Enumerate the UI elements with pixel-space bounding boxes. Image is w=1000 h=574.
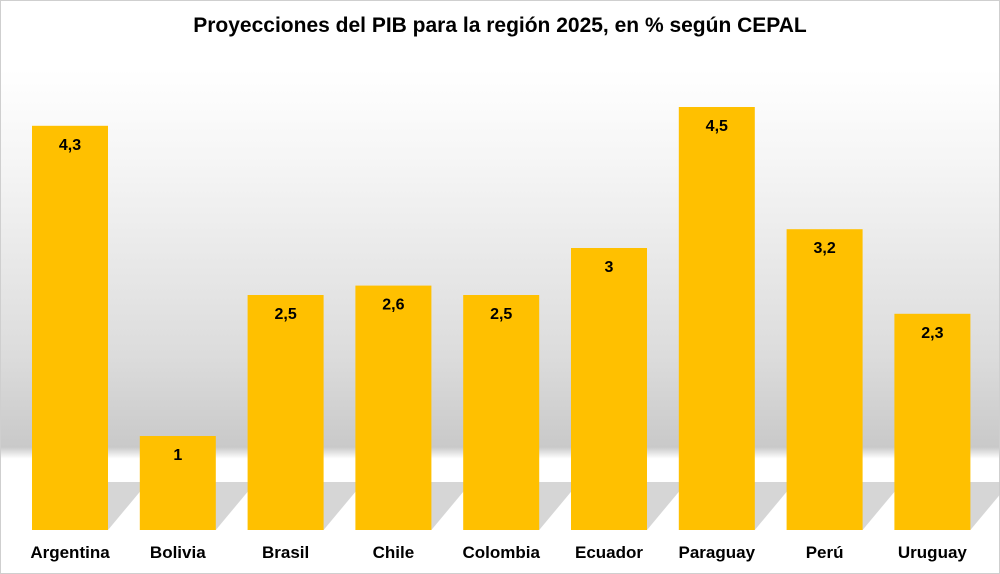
category-label-argentina: Argentina [30, 543, 110, 562]
bars [32, 107, 971, 531]
bar-brasil[interactable] [247, 295, 324, 530]
bar-ecuador[interactable] [571, 248, 647, 530]
data-label-argentina: 4,3 [59, 137, 81, 154]
data-labels: 4,3 1 2,5 2,6 2,5 3 4,5 3,2 2,3 [59, 118, 944, 464]
category-label-uruguay: Uruguay [898, 543, 968, 562]
bar-perú[interactable] [786, 229, 863, 530]
category-label-ecuador: Ecuador [575, 543, 643, 562]
category-label-bolivia: Bolivia [150, 543, 206, 562]
bar-chile[interactable] [355, 285, 432, 530]
category-label-colombia: Colombia [462, 543, 540, 562]
category-label-perú: Perú [806, 543, 844, 562]
data-label-colombia: 2,5 [490, 306, 512, 323]
category-label-brasil: Brasil [262, 543, 309, 562]
data-label-bolivia: 1 [173, 447, 182, 464]
data-label-paraguay: 4,5 [706, 118, 728, 135]
bar-bolivia[interactable] [139, 436, 216, 530]
data-label-perú: 3,2 [813, 240, 835, 257]
data-label-uruguay: 2,3 [921, 325, 943, 342]
bar-uruguay[interactable] [894, 313, 971, 530]
category-labels: Argentina Bolivia Brasil Chile Colombia Ecuad… [30, 543, 967, 562]
category-label-paraguay: Paraguay [679, 543, 756, 562]
bar-colombia[interactable] [463, 295, 540, 530]
bar-paraguay[interactable] [678, 107, 755, 530]
data-label-brasil: 2,5 [274, 306, 296, 323]
data-label-ecuador: 3 [605, 259, 614, 276]
category-label-chile: Chile [373, 543, 415, 562]
chart-title: Proyecciones del PIB para la región 2025… [193, 14, 807, 37]
data-label-chile: 2,6 [382, 297, 404, 314]
bar-argentina[interactable] [32, 125, 108, 531]
